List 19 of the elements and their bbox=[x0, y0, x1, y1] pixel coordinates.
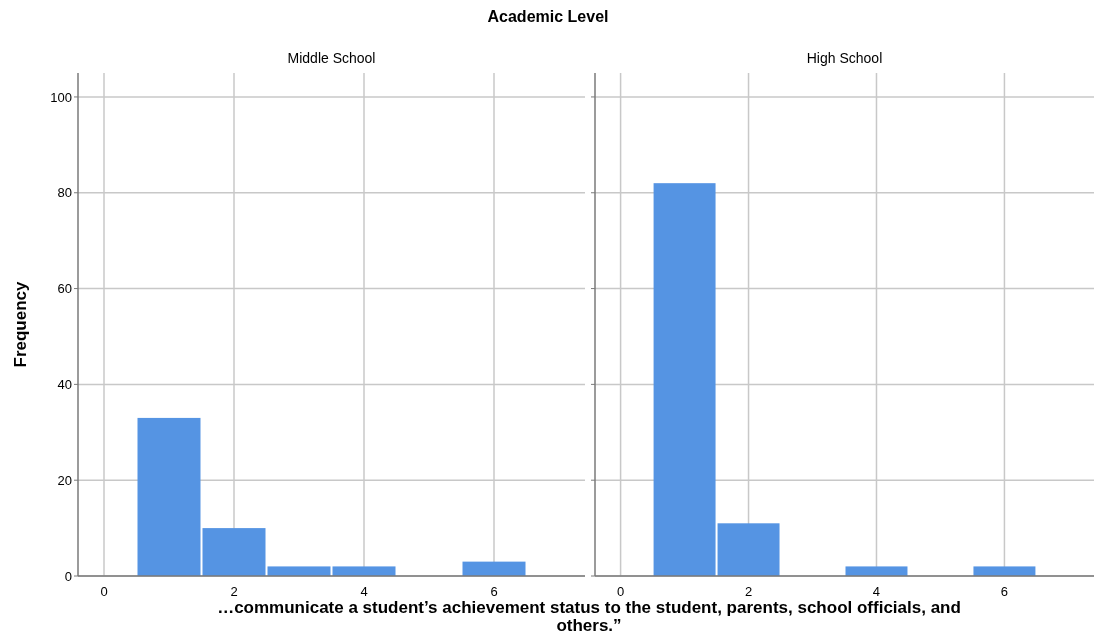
x-tick-label: 6 bbox=[490, 584, 498, 599]
x-tick-label: 2 bbox=[744, 584, 753, 599]
x-tick-label: 0 bbox=[616, 584, 625, 599]
y-axis-title: Frequency bbox=[11, 280, 30, 368]
x-tick-label: 0 bbox=[100, 584, 108, 599]
x-tick-label: 6 bbox=[1000, 584, 1009, 599]
y-tick-label: 60 bbox=[57, 281, 72, 297]
chart-title: Academic Level bbox=[487, 8, 609, 25]
x-tick-label: 4 bbox=[360, 584, 368, 599]
y-tick-label: 100 bbox=[50, 89, 72, 105]
y-tick-label: 20 bbox=[57, 472, 72, 488]
x-axis-title: …communicate a student’s achievement status to the student, parents, school officials, and others.” bbox=[217, 598, 961, 635]
y-tick-label: 40 bbox=[57, 376, 72, 392]
chart-subtitle: Middle School bbox=[287, 50, 376, 66]
x-tick-label: 4 bbox=[872, 584, 881, 599]
y-tick-label: 80 bbox=[57, 185, 72, 201]
x-tick-label: 2 bbox=[230, 584, 238, 599]
y-tick-label: 0 bbox=[64, 568, 72, 584]
chart-subtitle: High School bbox=[806, 50, 883, 66]
